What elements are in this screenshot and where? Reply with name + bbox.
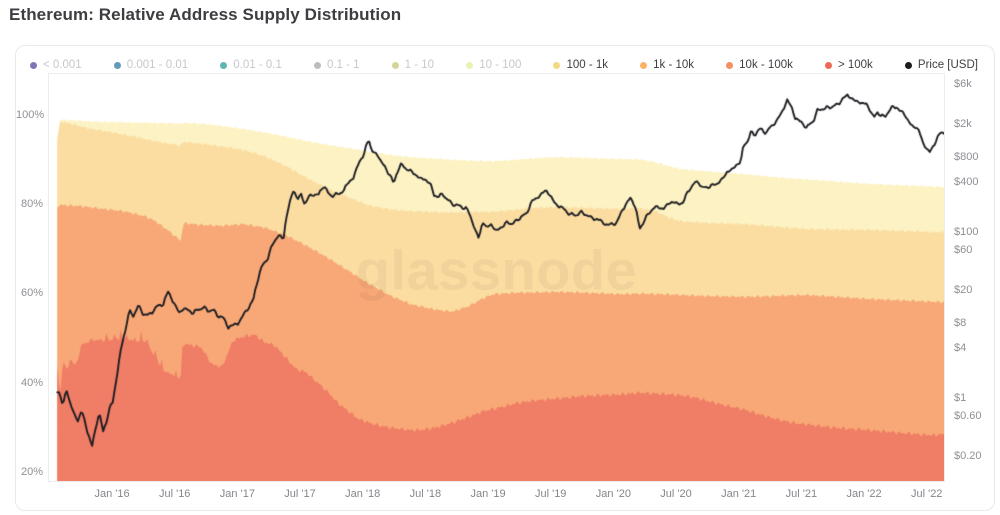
legend-item-label: 0.1 - 1 <box>326 59 360 71</box>
price-line-canvas[interactable] <box>49 74 944 481</box>
legend-dot-icon <box>726 61 734 69</box>
y-axis-right-tick-label: $1 <box>954 391 967 404</box>
legend-item-label: 100 - 1k <box>566 59 609 71</box>
chart-card: < 0.001 0.001 - 0.01 0.01 - 0.1 0.1 - 1 1 - … <box>15 45 995 511</box>
legend-item-100k[interactable]: > 100k <box>824 59 873 71</box>
y-axis-right-tick-label: $6k <box>954 78 972 91</box>
legend-dot-icon <box>640 61 648 69</box>
legend-item-label: 10 - 100 <box>479 59 522 71</box>
y-axis-left-tick-label: 40% <box>20 376 43 389</box>
legend-dot-icon <box>553 61 561 69</box>
legend-item-label: 1k - 10k <box>653 59 695 71</box>
y-axis-right-tick-label: $2k <box>954 117 972 130</box>
x-axis-tick-label: Jul '16 <box>158 488 191 500</box>
y-axis-left-tick-label: 20% <box>20 465 43 478</box>
y-axis-right-tick-label: $4 <box>954 342 967 354</box>
page-title: Ethereum: Relative Address Supply Distri… <box>9 5 402 24</box>
x-axis-tick-label: Jan '19 <box>470 488 506 500</box>
y-axis-right-tick-label: $0.60 <box>954 410 982 423</box>
legend-dot-icon <box>220 61 228 69</box>
legend-item-1-10[interactable]: 1 - 10 <box>391 59 435 71</box>
y-axis-right-tick-label: $8 <box>954 317 967 330</box>
legend-item-label: > 100k <box>837 59 873 71</box>
legend-item-0-001[interactable]: < 0.001 <box>30 59 82 71</box>
x-axis-tick-label: Jul '21 <box>785 488 818 500</box>
y-axis-left-tick-label: 60% <box>20 287 43 300</box>
chart-legend: < 0.001 0.001 - 0.01 0.01 - 0.1 0.1 - 1 1 - … <box>30 55 978 75</box>
legend-dot-icon <box>113 61 121 69</box>
legend-item-label: 1 - 10 <box>404 59 435 71</box>
y-axis-right-tick-label: $100 <box>954 225 979 238</box>
y-axis-right-tick-label: $800 <box>954 150 979 163</box>
legend-item-price-usd[interactable]: Price [USD] <box>904 59 978 71</box>
legend-dot-icon <box>904 61 912 69</box>
legend-item-100-1k[interactable]: 100 - 1k <box>553 59 608 71</box>
y-axis-right-tick-label: $60 <box>954 244 973 257</box>
legend-item-label: Price [USD] <box>917 59 978 71</box>
x-axis-tick-label: Jul '18 <box>409 488 442 500</box>
legend-item-label: 0.01 - 0.1 <box>233 59 282 71</box>
plot-area: glassnode <box>48 73 945 482</box>
x-axis-tick-label: Jul '20 <box>660 488 692 500</box>
legend-dot-icon <box>30 61 37 69</box>
x-axis-tick-label: Jan '22 <box>846 488 882 500</box>
legend-item-0-1-1[interactable]: 0.1 - 1 <box>313 59 360 71</box>
legend-item-10k-100k[interactable]: 10k - 100k <box>726 59 793 71</box>
legend-dot-icon <box>824 61 832 69</box>
y-axis-right-tick-label: $20 <box>954 283 973 296</box>
x-axis-tick-label: Jul '17 <box>284 488 316 500</box>
legend-item-label: 10k - 100k <box>739 59 793 71</box>
legend-item-0-01-0-1[interactable]: 0.01 - 0.1 <box>220 59 282 71</box>
x-axis-tick-label: Jan '18 <box>345 488 381 500</box>
y-axis-left-tick-label: 100% <box>16 108 45 121</box>
x-axis-tick-label: Jan '17 <box>219 488 255 500</box>
legend-dot-icon <box>391 61 399 69</box>
y-axis-right-tick-label: $400 <box>954 175 979 188</box>
x-axis-tick-label: Jul '19 <box>534 488 567 500</box>
legend-dot-icon <box>466 61 474 69</box>
x-axis-tick-label: Jan '16 <box>94 488 130 500</box>
legend-item-1k-10k[interactable]: 1k - 10k <box>640 59 694 71</box>
x-axis-tick-label: Jul '22 <box>910 488 943 500</box>
y-axis-left-tick-label: 80% <box>20 198 43 211</box>
legend-dot-icon <box>313 61 321 69</box>
legend-item-0-001-0-01[interactable]: 0.001 - 0.01 <box>113 59 189 71</box>
legend-item-label: < 0.001 <box>43 59 82 71</box>
x-axis-tick-label: Jan '21 <box>721 488 757 500</box>
legend-item-10-100[interactable]: 10 - 100 <box>466 59 521 71</box>
y-axis-right-tick-label: $0.20 <box>954 450 982 462</box>
x-axis-tick-label: Jan '20 <box>595 488 631 500</box>
legend-item-label: 0.001 - 0.01 <box>126 59 189 71</box>
